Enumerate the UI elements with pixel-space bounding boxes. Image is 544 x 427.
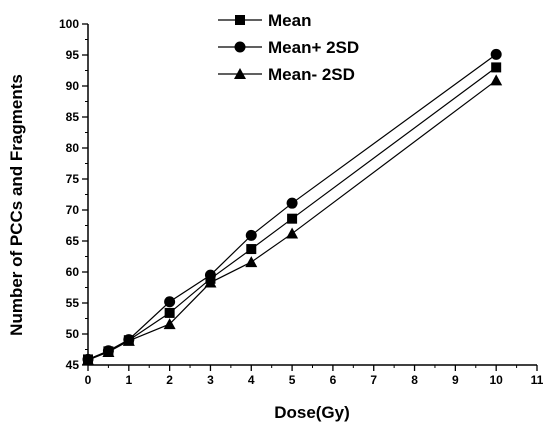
x-tick-label: 4 [248, 373, 255, 387]
data-point [286, 197, 298, 209]
data-point [204, 269, 216, 281]
x-tick-label: 0 [85, 373, 92, 387]
data-point [164, 296, 176, 308]
legend-item: Mean+ 2SD [218, 38, 359, 57]
x-tick-label: 7 [370, 373, 377, 387]
series-square [83, 62, 502, 365]
x-tick-label: 6 [330, 373, 337, 387]
series-line [87, 79, 497, 361]
legend-label: Mean [268, 11, 311, 30]
legend-label: Mean+ 2SD [268, 38, 359, 57]
series-triangle [82, 74, 503, 366]
series-line [87, 66, 497, 360]
data-point [204, 276, 217, 288]
y-tick-label: 75 [66, 172, 80, 186]
data-point [245, 229, 257, 241]
x-tick-label: 10 [490, 373, 504, 387]
y-axis-title: Number of PCCs and Fragments [7, 74, 26, 336]
series-layer [82, 48, 503, 366]
y-tick-label: 90 [66, 79, 80, 93]
x-tick-label: 11 [531, 373, 544, 387]
data-point [122, 334, 135, 346]
y-tick-label: 55 [66, 296, 80, 310]
data-point [491, 62, 502, 73]
data-point [163, 318, 176, 330]
series-circle [82, 48, 502, 365]
legend-item: Mean [218, 11, 311, 30]
legend-label: Mean- 2SD [268, 65, 355, 84]
x-axis-title: Dose(Gy) [274, 403, 350, 422]
y-tick-label: 60 [66, 265, 80, 279]
legend-item: Mean- 2SD [218, 65, 355, 84]
x-tick-label: 1 [125, 373, 132, 387]
x-tick-label: 9 [452, 373, 459, 387]
data-point [287, 213, 298, 224]
data-point [245, 256, 258, 268]
y-tick-label: 80 [66, 141, 80, 155]
data-point [490, 74, 503, 86]
legend: Mean Mean+ 2SD Mean- 2SD [218, 11, 359, 84]
data-point [164, 307, 175, 318]
data-point [102, 345, 115, 357]
data-point [246, 244, 257, 255]
x-axis: 0 1 2 3 4 5 6 7 8 9 10 11 [85, 365, 544, 387]
y-tick-label: 45 [66, 358, 80, 372]
y-tick-label: 85 [66, 110, 80, 124]
data-point [490, 48, 502, 60]
data-point [286, 227, 299, 239]
y-tick-label: 95 [66, 48, 80, 62]
y-tick-label: 100 [59, 17, 79, 31]
y-tick-label: 50 [66, 327, 80, 341]
legend-marker [234, 68, 246, 79]
y-tick-label: 65 [66, 234, 80, 248]
y-tick-label: 70 [66, 203, 80, 217]
legend-marker [235, 15, 245, 25]
x-tick-label: 2 [166, 373, 173, 387]
x-tick-label: 8 [411, 373, 418, 387]
y-axis: 45 50 55 60 65 70 75 80 85 90 95 100 [59, 17, 88, 372]
x-tick-label: 3 [207, 373, 214, 387]
data-point [82, 354, 94, 366]
legend-marker [234, 41, 246, 53]
x-tick-label: 5 [289, 373, 296, 387]
